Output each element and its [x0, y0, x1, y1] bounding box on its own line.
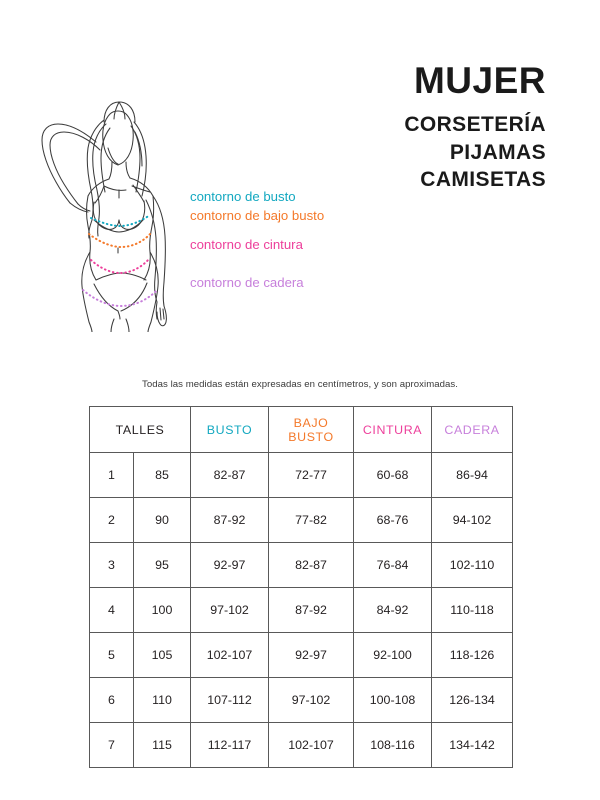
cell-cadera: 126-134 [431, 677, 514, 723]
cell-cadera: 86-94 [431, 452, 514, 498]
cell-cintura: 100-108 [353, 677, 433, 723]
cell-busto: 102-107 [190, 632, 270, 678]
cell-cintura: 84-92 [353, 587, 433, 633]
column-header-cintura: CINTURA [353, 406, 433, 453]
female-body-figure-icon [34, 72, 204, 332]
table-row: 5 105 102-107 92-97 92-100 118-126 [89, 632, 514, 678]
table-row: 7 115 112-117 102-107 108-116 134-142 [89, 722, 514, 768]
cell-busto: 112-117 [190, 722, 270, 768]
cell-talle: 7 [89, 722, 134, 768]
size-table-container: TALLES BUSTO BAJO BUSTO CINTURA CADERA 1… [88, 406, 514, 768]
cell-cadera: 110-118 [431, 587, 514, 633]
subtitle-pijamas: PIJAMAS [449, 140, 546, 164]
cell-bajo-busto: 92-97 [268, 632, 355, 678]
cell-talle-cm: 115 [132, 722, 192, 768]
column-header-cadera: CADERA [431, 406, 514, 453]
cell-talle: 2 [89, 497, 134, 543]
cell-talle: 3 [89, 542, 134, 588]
title-block: MUJER CORSETERÍA PIJAMAS CAMISETAS [300, 62, 546, 194]
table-row: 1 85 82-87 72-77 60-68 86-94 [89, 452, 514, 498]
table-row: 4 100 97-102 87-92 84-92 110-118 [89, 587, 514, 633]
cell-cintura: 60-68 [353, 452, 433, 498]
cell-talle-cm: 85 [132, 452, 192, 498]
cell-cadera: 118-126 [431, 632, 514, 678]
cell-bajo-busto: 72-77 [268, 452, 355, 498]
cell-cadera: 102-110 [431, 542, 514, 588]
cell-cintura: 108-116 [353, 722, 433, 768]
cell-cintura: 76-84 [353, 542, 433, 588]
table-row: 6 110 107-112 97-102 100-108 126-134 [89, 677, 514, 723]
cell-talle: 1 [89, 452, 134, 498]
cell-talle: 6 [89, 677, 134, 723]
cell-busto: 87-92 [190, 497, 270, 543]
cell-talle: 5 [89, 632, 134, 678]
cell-talle-cm: 110 [132, 677, 192, 723]
cell-bajo-busto: 102-107 [268, 722, 355, 768]
table-row: 3 95 92-97 82-87 76-84 102-110 [89, 542, 514, 588]
page-title: MUJER [413, 60, 546, 101]
column-header-bajo-busto: BAJO BUSTO [268, 406, 355, 453]
cell-cadera: 94-102 [431, 497, 514, 543]
cell-bajo-busto: 87-92 [268, 587, 355, 633]
cell-bajo-busto: 97-102 [268, 677, 355, 723]
cell-talle-cm: 100 [132, 587, 192, 633]
subtitle-corseteria: CORSETERÍA [404, 113, 546, 136]
subtitle-camisetas: CAMISETAS [420, 168, 546, 192]
legend-item-cadera: contorno de cadera [190, 275, 304, 290]
column-header-busto: BUSTO [190, 406, 270, 453]
table-row: 2 90 87-92 77-82 68-76 94-102 [89, 497, 514, 543]
cell-bajo-busto: 82-87 [268, 542, 355, 588]
cell-busto: 97-102 [190, 587, 270, 633]
cell-busto: 92-97 [190, 542, 270, 588]
cell-talle-cm: 105 [132, 632, 192, 678]
legend-item-cintura: contorno de cintura [190, 237, 303, 252]
cell-talle-cm: 95 [132, 542, 192, 588]
size-table: TALLES BUSTO BAJO BUSTO CINTURA CADERA 1… [88, 406, 514, 768]
size-table-body: 1 85 82-87 72-77 60-68 86-94 2 90 87-92 … [89, 452, 514, 768]
table-header-row: TALLES BUSTO BAJO BUSTO CINTURA CADERA [88, 406, 514, 453]
legend-item-busto: contorno de busto [190, 189, 296, 204]
cell-bajo-busto: 77-82 [268, 497, 355, 543]
legend-item-bajo-busto: contorno de bajo busto [190, 208, 325, 223]
cell-busto: 107-112 [190, 677, 270, 723]
column-header-talles: TALLES [88, 406, 192, 453]
cell-talle: 4 [89, 587, 134, 633]
measurement-note: Todas las medidas están expresadas en ce… [142, 379, 458, 390]
cell-talle-cm: 90 [132, 497, 192, 543]
cell-busto: 82-87 [190, 452, 270, 498]
cell-cintura: 92-100 [353, 632, 433, 678]
cell-cadera: 134-142 [431, 722, 514, 768]
cell-cintura: 68-76 [353, 497, 433, 543]
